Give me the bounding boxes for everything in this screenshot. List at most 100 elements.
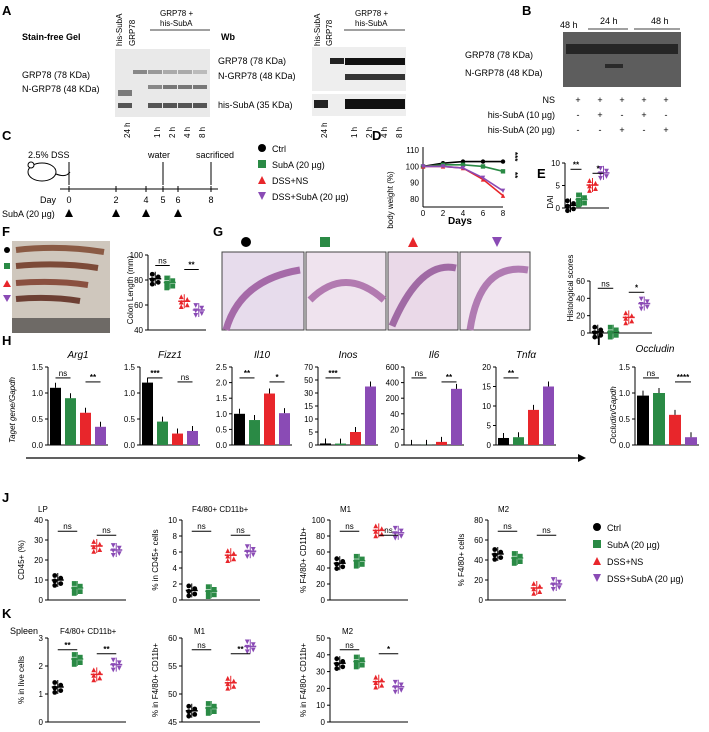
k1-tick-label: 60 [168,634,177,643]
j2-point [373,528,379,534]
k-ylabel: % in live cells [17,656,26,704]
j-legend-label: SubA (20 µg) [607,540,660,550]
j3-tick-label: 20 [474,576,483,585]
h-gene-title: Inos [339,350,358,361]
j3-point [556,585,562,590]
h2-bar [249,420,260,445]
b-sign: - [577,110,580,120]
f-point [164,281,170,286]
h3-tick-label: 50 [304,376,313,385]
h2-bar [279,413,290,445]
k2-point [392,689,398,695]
i-bar [669,414,681,445]
f-tick-label: 40 [134,326,143,335]
e-sig: ** [573,160,580,169]
c-injection-marker [112,209,120,217]
wb-band-n: N-GRP78 (48 KDa) [218,71,296,81]
e-point [587,188,592,193]
f-point [155,279,161,285]
j3-tick-label: 0 [479,596,484,605]
e-point [604,174,609,179]
h3-tick-label: 10 [304,415,313,424]
wb-band-full: GRP78 (78 KDa) [218,56,286,66]
j0-tick-label: 10 [34,576,43,585]
j1-sig: ns [197,522,205,531]
j-title: LP [38,505,48,514]
k2-point [353,664,359,670]
j0-point [116,545,122,551]
k1-point [244,639,250,645]
h0-bar [80,412,91,445]
h4-tick-label: 400 [386,379,400,388]
h2-bar [234,413,245,445]
g-point [607,330,613,335]
h5-tick-label: 0 [487,441,492,450]
f-point [193,308,199,314]
b-time-48h-a: 48 h [560,20,578,30]
h5-tick-label: 15 [482,383,491,392]
d-series-point [420,164,426,169]
j-legend-label: DSS+SubA (20 µg) [607,574,683,584]
j1-point [225,548,231,554]
c-day: 2 [113,195,118,205]
j2-tick-label: 60 [316,548,325,557]
k0-sig: ** [64,641,71,650]
h3-sig: *** [328,369,338,378]
g-point [623,315,629,321]
j0-point [91,549,97,554]
j0-point [116,551,122,556]
panel-i: Occludin Occludin/Gapdh [609,344,675,444]
g-tick-label: 60 [576,277,585,286]
wb-lane-grp-suba-1: GRP78 + [355,9,388,18]
k2-tick-label: 50 [316,634,325,643]
j1-point [250,552,256,558]
h-gene-title: Il10 [254,350,271,361]
wb-time-2h: 2 h [365,127,374,138]
j3-point [550,582,556,588]
gel-time-4h: 4 h [183,127,192,138]
g-tick-label: 20 [576,312,585,321]
b-sign: - [599,125,602,135]
j-legend-label: Ctrl [607,523,621,533]
f-point [199,311,205,316]
panel-h: Taget gene/Gapdh [8,376,586,462]
panel-k: Spleen [10,626,38,636]
b-sign: + [619,95,624,105]
j1-tick-label: 2 [173,580,178,589]
wb-image-top [312,47,406,91]
h4-tick-label: 20 [390,425,399,434]
f-point [193,313,199,318]
j0-point [91,544,97,550]
k0-point [91,672,97,678]
f-point [164,285,170,291]
k2-tick-label: 30 [316,668,325,677]
j-title: M2 [498,505,510,514]
j-legend-marker [593,574,601,582]
k0-point [97,675,103,681]
j0-tick-label: 0 [39,596,44,605]
j-legend: Ctrl SubA (20 µg) DSS+NS DSS+SubA (20 µg) [593,523,683,584]
k0-tick-label: 3 [39,634,44,643]
j1-point [186,588,192,594]
d-series-point [460,165,466,171]
g-point [592,330,598,335]
panel-f: Colon Length (mm) [3,241,135,333]
j2-point [353,553,359,559]
k0-point [110,667,116,673]
panel-letter-i: I [597,333,601,348]
d-ytick-label: 90 [410,179,419,188]
j3-tick-label: 40 [474,556,483,565]
j3-point [492,547,498,552]
j0-point [97,547,103,552]
wb-lane-grp: GRP78 [325,19,334,46]
h3-tick-label: 15 [304,402,313,411]
h5-tick-label: 10 [482,402,491,411]
gel-lane-grp: GRP78 [128,19,137,46]
gel-lane-grp-suba-2: his-SubA [160,19,193,28]
j2-point [334,566,340,571]
k1-tick-label: 55 [168,662,177,671]
j2-point [392,525,398,531]
k1-point [186,709,192,715]
j3-point [550,577,556,582]
j-legend-label: DSS+NS [607,557,643,567]
